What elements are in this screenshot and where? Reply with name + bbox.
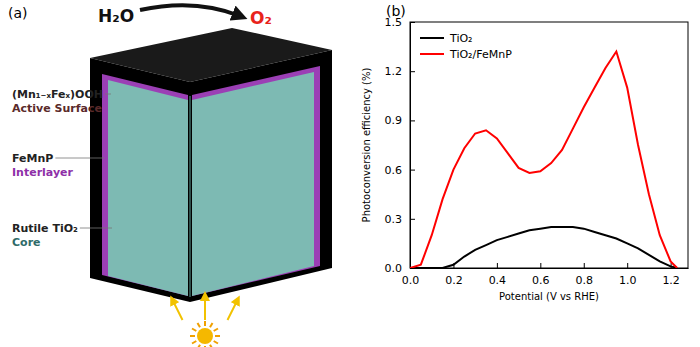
legend: TiO₂ TiO₂/FeMnP	[420, 32, 512, 61]
tick: 0.8	[576, 263, 594, 287]
legend-label: TiO₂/FeMnP	[449, 48, 512, 61]
tick: 1.2	[385, 65, 416, 78]
core-fold	[190, 96, 191, 297]
legend-swatch	[420, 37, 444, 39]
outer-left	[90, 58, 190, 302]
tick-mark	[410, 268, 415, 269]
sun-ray	[204, 346, 206, 347]
x-axis-title: Potential (V vs RHE)	[499, 291, 599, 302]
sun-ray	[204, 321, 206, 326]
series-line	[410, 227, 677, 268]
sun-ray	[198, 345, 201, 347]
tick-mark	[410, 22, 415, 23]
tick-label: 0.9	[385, 114, 403, 127]
sun-disc	[197, 328, 213, 344]
light-arrow	[204, 296, 206, 320]
sun-ray	[215, 335, 220, 337]
panel-label: (a)	[8, 5, 28, 21]
sun	[190, 321, 220, 347]
tick-label: 0.8	[576, 274, 594, 287]
tick-mark	[410, 120, 415, 121]
tick-mark	[497, 263, 498, 268]
tick-mark	[410, 219, 415, 220]
sun-ray	[198, 323, 201, 327]
tick-label: 0.0	[402, 274, 420, 287]
outer-right	[190, 50, 332, 302]
y-axis: 0.0 0.3 0.6 0.9 1.2 1.5	[385, 16, 416, 275]
leader-line	[55, 158, 104, 159]
interlayer-right	[192, 66, 320, 296]
y-axis-title: Photoconversion efficiency (%)	[361, 68, 372, 223]
tick: 0.4	[489, 263, 507, 287]
reactant: H₂O	[98, 6, 134, 26]
figure: (a) H₂O O₂ (Mn₁₋ₓFeₓ)OOHActive Surface FeMnP…	[0, 0, 700, 347]
tick-mark	[410, 71, 415, 72]
tick-label: 1.0	[619, 274, 637, 287]
tick-label: 0.3	[385, 213, 403, 226]
leader-line	[105, 94, 111, 95]
light-arrow	[173, 300, 183, 320]
tick-label: 1.5	[385, 16, 403, 29]
sun-ray	[210, 345, 213, 347]
layer-name: FeMnP	[12, 152, 53, 165]
sun-ray	[190, 335, 195, 337]
tick: 1.0	[619, 263, 637, 287]
tick-label: 0.4	[489, 274, 507, 287]
tick-label: 1.2	[662, 274, 680, 287]
diagram-panel: (a) H₂O O₂ (Mn₁₋ₓFeₓ)OOHActive Surface FeMnP…	[8, 5, 332, 347]
tick-mark	[584, 263, 585, 268]
layer-role: Interlayer	[12, 166, 74, 179]
tick: 0.6	[532, 263, 550, 287]
tick: 0.6	[385, 164, 416, 177]
axis-line	[410, 23, 411, 269]
sun-ray	[210, 323, 213, 327]
leader-line	[80, 228, 112, 229]
light-arrow	[228, 300, 238, 320]
chart-panel: (b)0.00.20.40.60.81.01.20.00.30.60.91.21…	[361, 3, 689, 302]
legend-swatch	[420, 53, 444, 55]
tick-label: 0.6	[532, 274, 550, 287]
layer-role: Core	[12, 236, 41, 249]
sun-ray	[192, 329, 196, 332]
tick-mark	[627, 263, 628, 268]
tick: 0.3	[385, 213, 416, 226]
tick-mark	[410, 170, 415, 171]
sun-ray	[192, 341, 196, 344]
plot-frame	[410, 22, 688, 268]
product: O₂	[250, 8, 272, 28]
legend-label: TiO₂	[449, 32, 473, 45]
tick-label: 0.0	[385, 262, 403, 275]
plot-lines	[410, 52, 677, 268]
tick-label: 1.2	[385, 65, 403, 78]
sun-ray	[214, 341, 218, 344]
core-right	[192, 72, 314, 296]
reaction-arrow	[140, 5, 240, 16]
axis-line	[411, 268, 689, 269]
layer-name: (Mn₁₋ₓFeₓ)OOH	[12, 88, 103, 101]
layer-name: Rutile TiO₂	[12, 222, 78, 235]
series-line	[410, 52, 677, 268]
core-left	[108, 80, 188, 296]
tick: 1.5	[385, 16, 416, 29]
layer-role: Active Surface	[12, 102, 102, 115]
sun-ray	[214, 329, 218, 332]
tick-label: 0.2	[445, 274, 463, 287]
tick: 0.0	[385, 262, 416, 275]
tick-mark	[540, 263, 541, 268]
tick: 0.9	[385, 114, 416, 127]
interlayer-left	[102, 74, 188, 296]
tick-label: 0.6	[385, 164, 403, 177]
